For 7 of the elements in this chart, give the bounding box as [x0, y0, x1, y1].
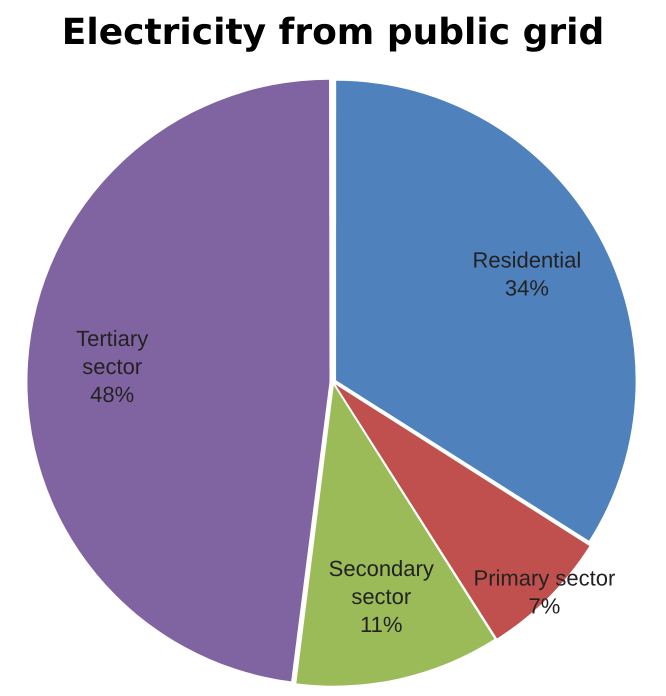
slice-label: Residential	[472, 247, 582, 272]
slice-label: Secondary sector	[328, 556, 434, 609]
slice-label: Tertiary sector	[76, 326, 148, 380]
data-label: 34%	[504, 275, 549, 300]
chart-title: Electricity from public grid	[60, 11, 606, 55]
data-label: 11%	[360, 612, 402, 637]
data-label: 48%	[90, 382, 134, 408]
